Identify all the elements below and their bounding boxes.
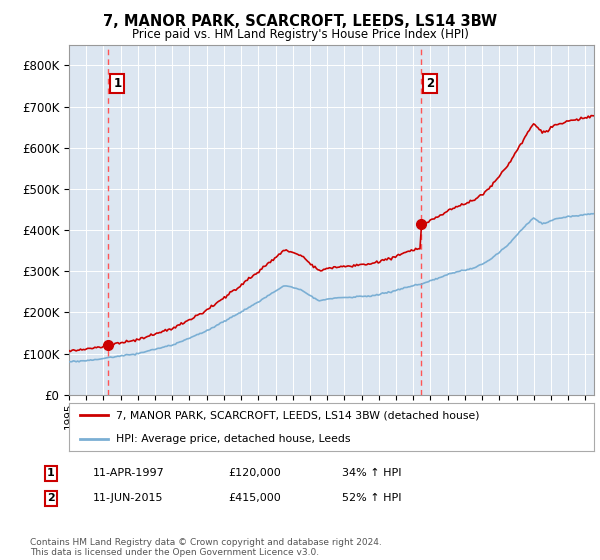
- Text: 11-APR-1997: 11-APR-1997: [93, 468, 165, 478]
- Text: 2: 2: [426, 77, 434, 90]
- Text: Contains HM Land Registry data © Crown copyright and database right 2024.
This d: Contains HM Land Registry data © Crown c…: [30, 538, 382, 557]
- Text: HPI: Average price, detached house, Leeds: HPI: Average price, detached house, Leed…: [116, 434, 351, 444]
- Text: 2: 2: [47, 493, 55, 503]
- Text: 1: 1: [113, 77, 122, 90]
- Text: 7, MANOR PARK, SCARCROFT, LEEDS, LS14 3BW (detached house): 7, MANOR PARK, SCARCROFT, LEEDS, LS14 3B…: [116, 410, 480, 420]
- Text: 7, MANOR PARK, SCARCROFT, LEEDS, LS14 3BW: 7, MANOR PARK, SCARCROFT, LEEDS, LS14 3B…: [103, 14, 497, 29]
- Text: £120,000: £120,000: [228, 468, 281, 478]
- Text: 34% ↑ HPI: 34% ↑ HPI: [342, 468, 401, 478]
- Text: 11-JUN-2015: 11-JUN-2015: [93, 493, 163, 503]
- Text: Price paid vs. HM Land Registry's House Price Index (HPI): Price paid vs. HM Land Registry's House …: [131, 28, 469, 41]
- Text: 52% ↑ HPI: 52% ↑ HPI: [342, 493, 401, 503]
- Text: 1: 1: [47, 468, 55, 478]
- Text: £415,000: £415,000: [228, 493, 281, 503]
